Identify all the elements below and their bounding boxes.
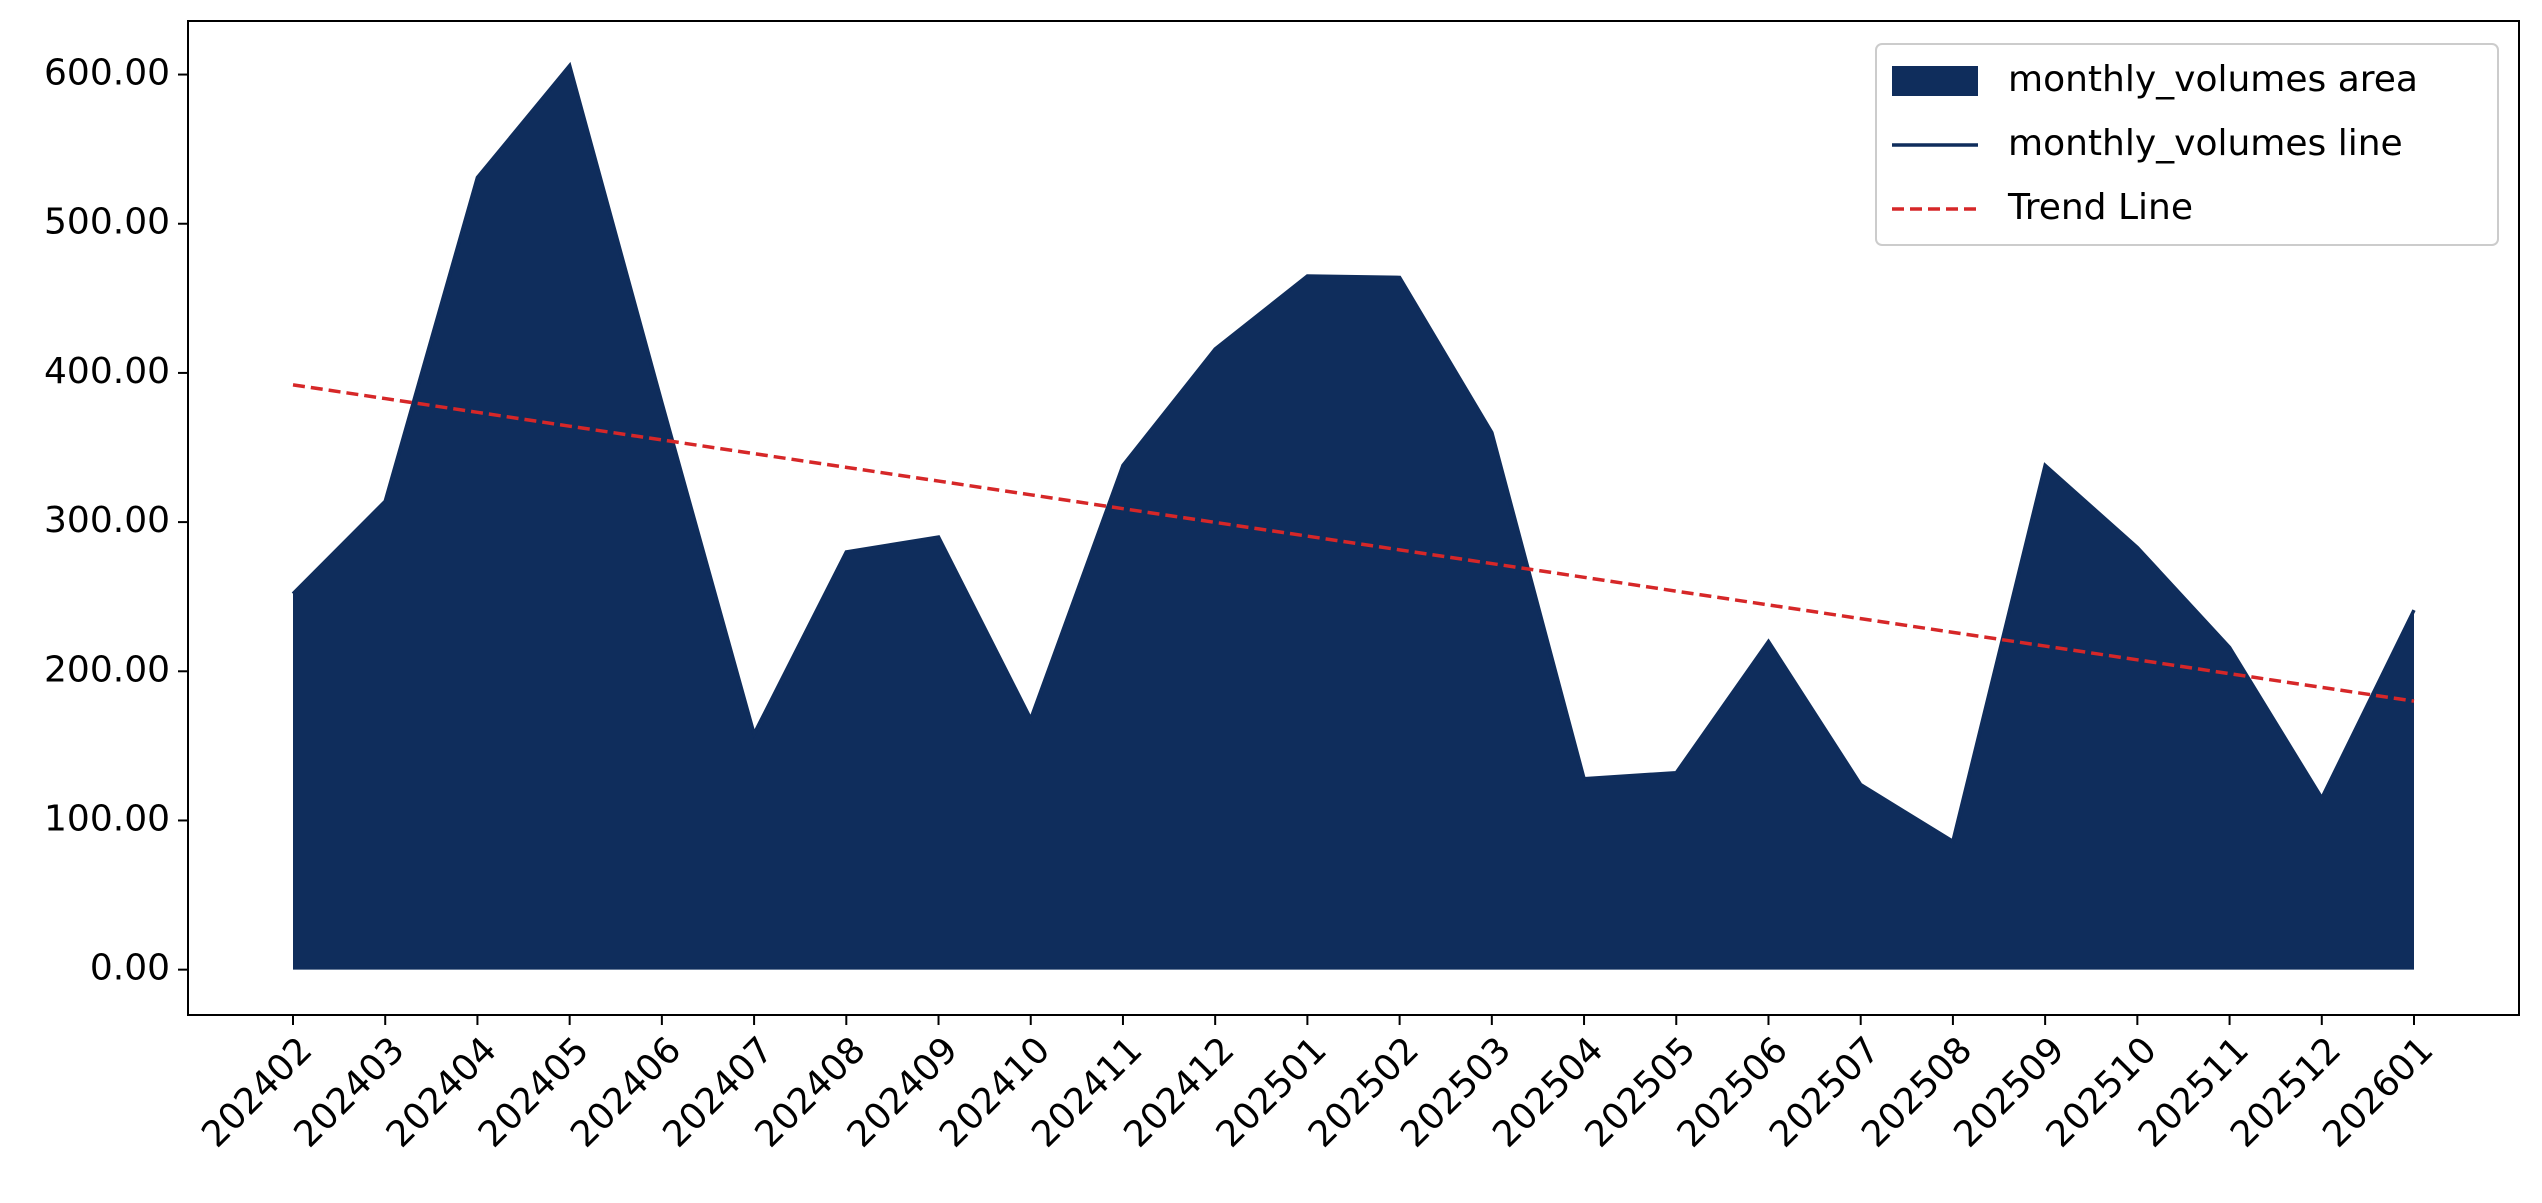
y-tick-label: 0.00 bbox=[90, 948, 170, 989]
legend-swatch bbox=[1892, 66, 1978, 96]
line bbox=[292, 383, 2415, 703]
area bbox=[293, 65, 2414, 970]
y-tick-label: 100.00 bbox=[44, 798, 170, 839]
y-tick-label: 500.00 bbox=[44, 202, 170, 243]
legend-label: monthly_volumes line bbox=[2008, 123, 2403, 164]
y-tick-label: 300.00 bbox=[44, 500, 170, 541]
y-tick-label: 200.00 bbox=[44, 649, 170, 690]
legend-label: monthly_volumes area bbox=[2008, 59, 2418, 100]
y-tick-label: 600.00 bbox=[44, 53, 170, 94]
plot-frame bbox=[187, 20, 2520, 1016]
legend: monthly_volumes area monthly_volumes line… bbox=[1875, 43, 2499, 246]
plot-area bbox=[291, 61, 2416, 970]
line bbox=[291, 61, 2416, 845]
legend-box bbox=[1875, 43, 2499, 246]
legend-label: Trend Line bbox=[2007, 187, 2193, 228]
y-tick-label: 400.00 bbox=[44, 351, 170, 392]
